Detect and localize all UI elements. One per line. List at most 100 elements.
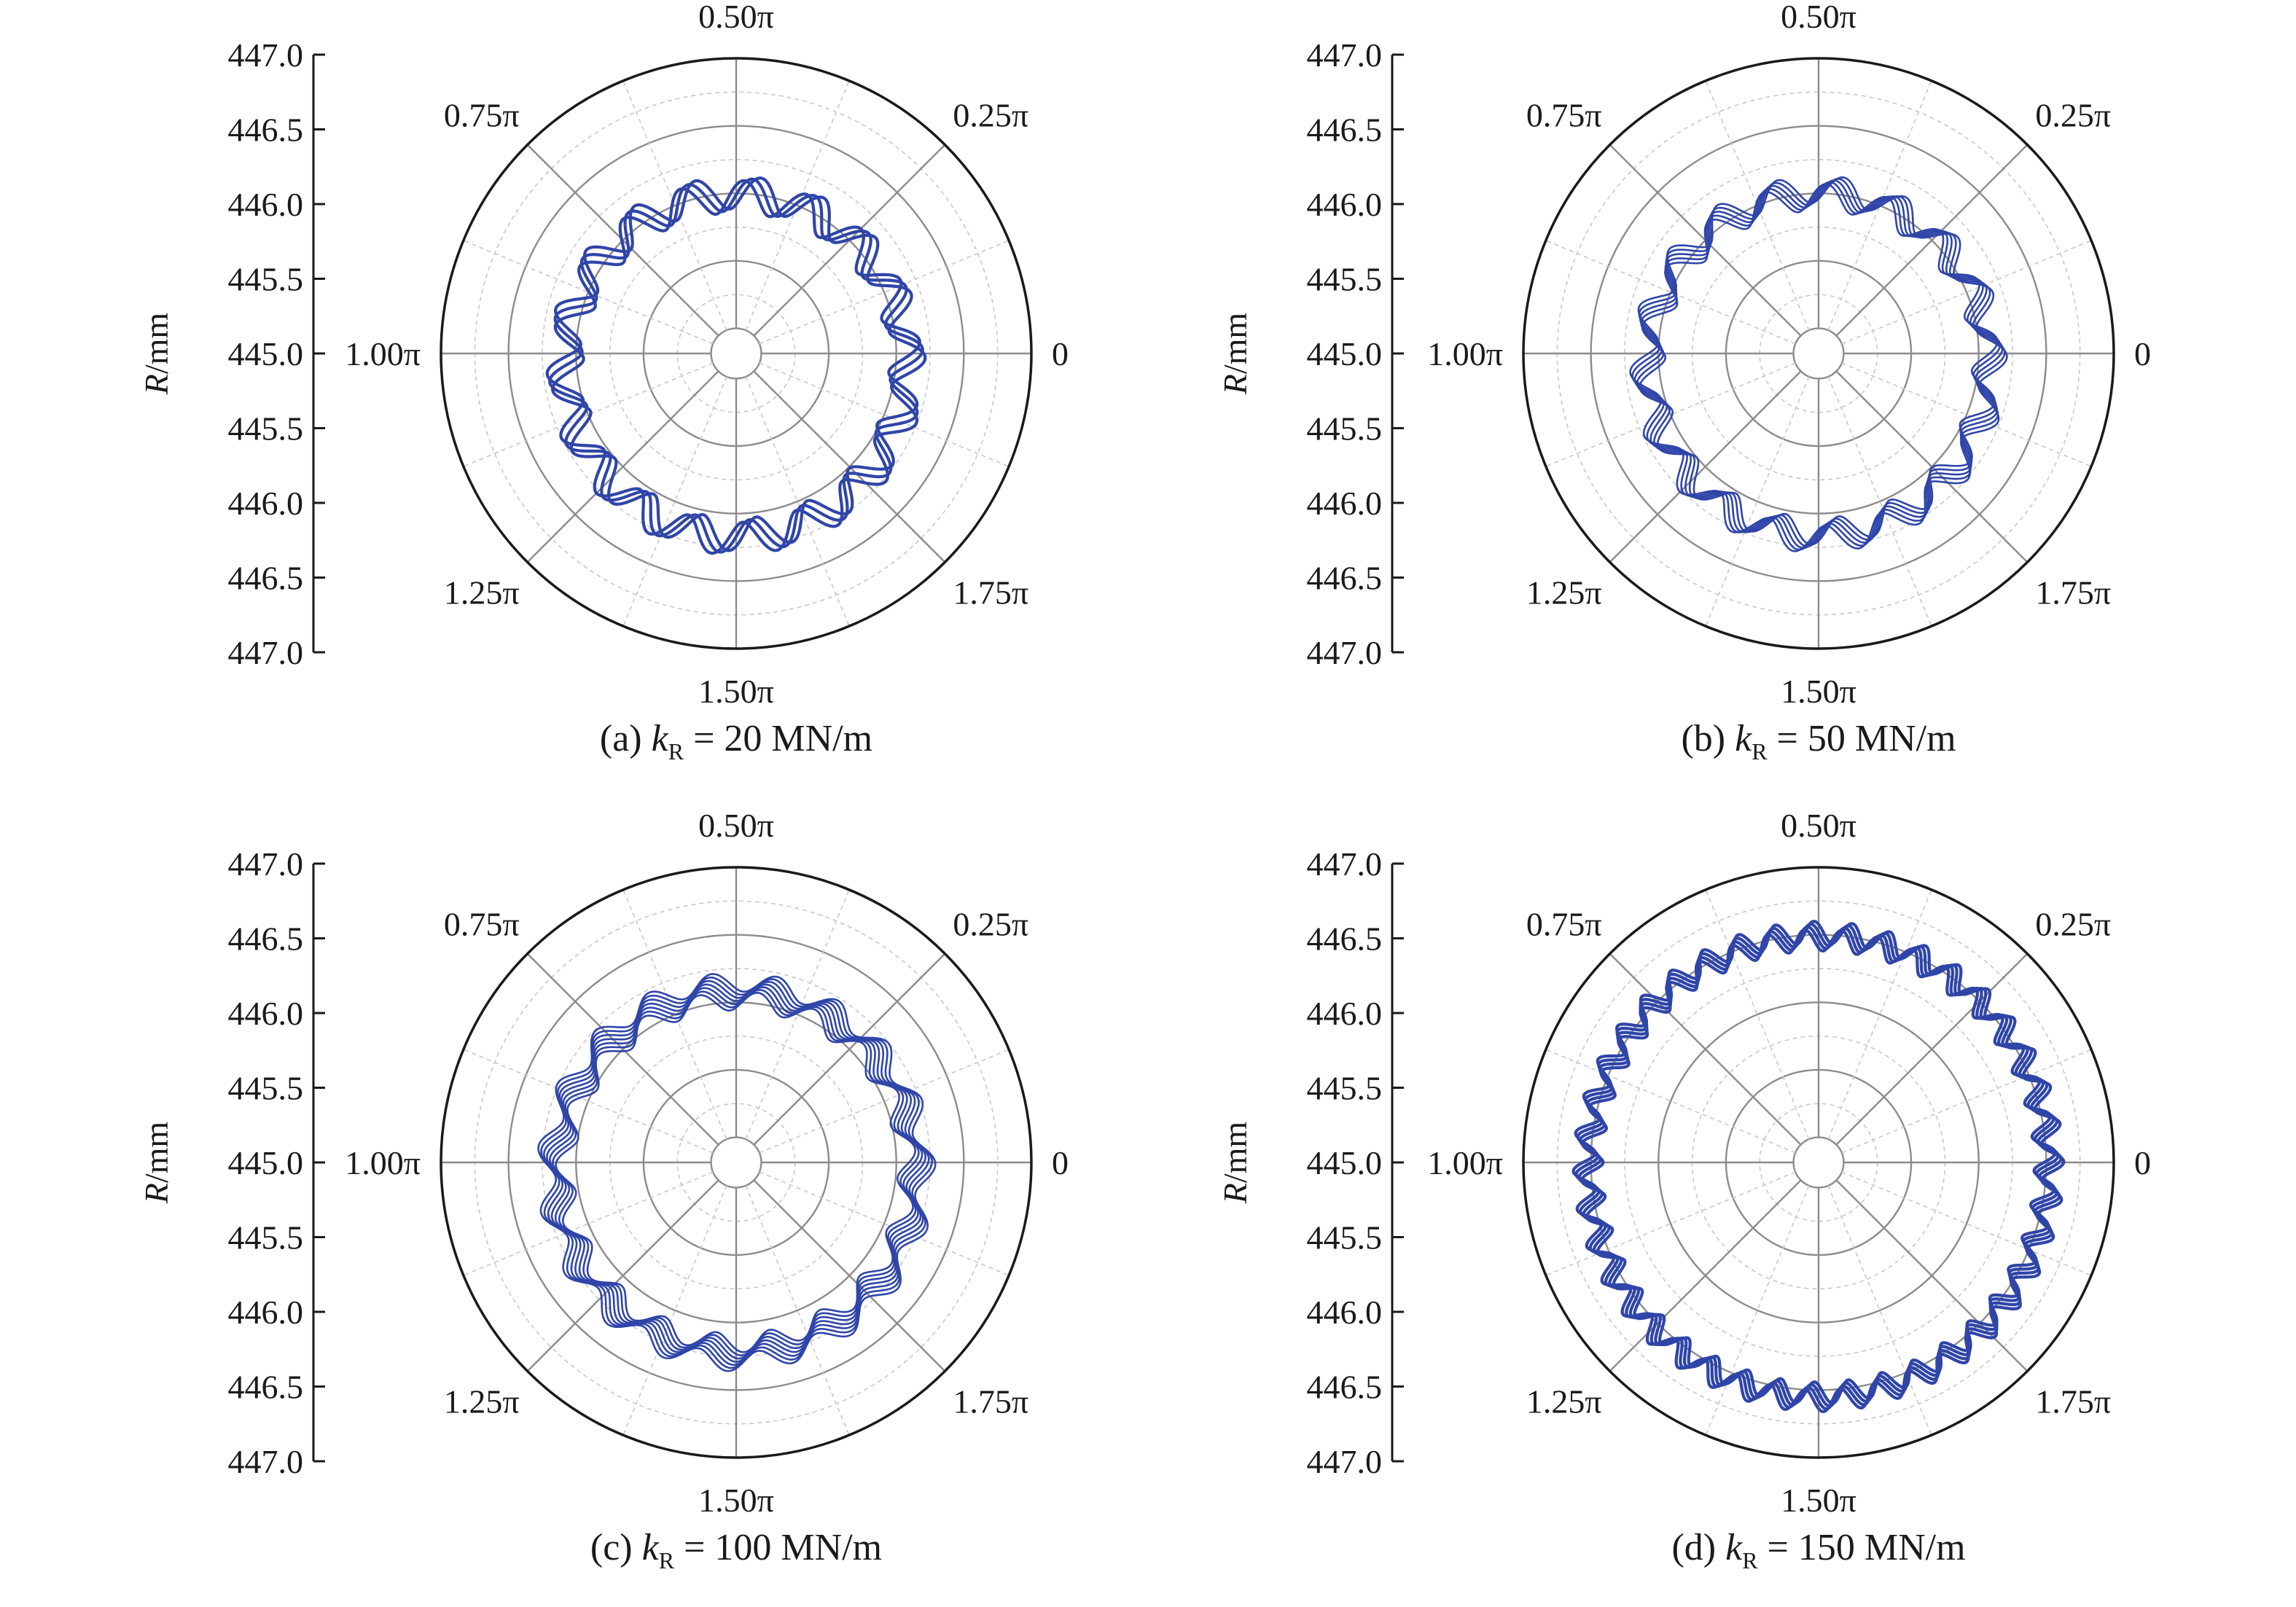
orbit-strand — [1636, 181, 2002, 547]
angle-label: 1.25π — [444, 574, 520, 611]
radial-tick-label: 446.5 — [228, 112, 304, 149]
orbit-strand — [551, 179, 921, 552]
grid-spoke-major — [526, 370, 719, 563]
radial-tick-label: 445.0 — [1307, 1144, 1383, 1181]
radial-tick-label: 445.5 — [228, 1219, 304, 1256]
radial-tick-label: 446.5 — [1307, 920, 1383, 958]
polar-grid — [441, 58, 1031, 649]
radial-tick-label: 447.0 — [1307, 36, 1383, 74]
angle-label: 0.50π — [698, 0, 774, 35]
orbit-trace — [1629, 176, 2008, 552]
grid-spoke-minor — [1545, 240, 1796, 345]
outer-circle — [440, 866, 1033, 1459]
radial-tick-label: 446.5 — [228, 560, 304, 597]
radial-tick-label: 445.5 — [228, 261, 304, 298]
orbit-strand — [545, 176, 927, 555]
panel-c: 0 0.25π 0.50π 0.75π 1.00π 1.25π 1.50π 1.75π 447.… — [138, 807, 1069, 1573]
ylabel-var: R — [1217, 1183, 1254, 1204]
angle-label: 0 — [1052, 1144, 1069, 1181]
grid-spoke-minor — [1841, 1049, 2092, 1154]
caption-sub: R — [1752, 738, 1768, 765]
panel-caption: (b) kR = 50 MN/m — [1681, 718, 1956, 765]
orbit-strand — [548, 177, 924, 554]
grid-spoke-minor — [759, 1049, 1010, 1154]
grid-spoke-minor — [1705, 889, 1810, 1140]
grid-spoke-minor — [463, 362, 714, 467]
radial-tick-label: 447.0 — [228, 1443, 304, 1480]
caption-prefix: (d) — [1671, 1527, 1725, 1568]
grid-spoke-minor — [759, 362, 1010, 467]
radial-axis-label: R/mm — [1217, 313, 1254, 396]
radial-tick-label: 446.5 — [1307, 560, 1383, 597]
grid-spoke-minor — [1827, 80, 1932, 331]
angle-label: 0.50π — [1781, 0, 1856, 35]
grid-spoke-minor — [745, 80, 850, 331]
radial-axis-label: R/mm — [1217, 1122, 1254, 1205]
angle-label: 1.75π — [953, 574, 1028, 611]
radial-tick-label: 445.5 — [1307, 261, 1383, 298]
panel-a: 0 0.25π 0.50π 0.75π 1.00π 1.25π 1.50π 1.75π 447.… — [138, 0, 1069, 765]
radial-tick-label: 446.0 — [1307, 485, 1383, 522]
angle-label: 1.50π — [1781, 673, 1856, 710]
caption-prefix: (b) — [1681, 718, 1735, 759]
polar-grid — [441, 867, 1031, 1458]
panel-caption: (a) kR = 20 MN/m — [600, 718, 872, 765]
grid-circle-major — [710, 1136, 762, 1189]
grid-spoke-minor — [745, 889, 850, 1140]
grid-spoke-minor — [1545, 362, 1796, 467]
radial-tick-label: 446.0 — [228, 485, 304, 522]
caption-k: k — [642, 1527, 660, 1568]
radial-tick-label: 447.0 — [1307, 845, 1383, 883]
radial-tick-label: 445.5 — [1307, 410, 1383, 447]
radial-axis-label: R/mm — [138, 313, 175, 396]
orbit-trace — [545, 176, 927, 555]
radial-tick-label: 447.0 — [228, 634, 304, 671]
ylabel-var: R — [1217, 374, 1254, 395]
radial-axis-label: R/mm — [138, 1122, 175, 1205]
grid-spoke-minor — [745, 1185, 850, 1436]
angle-label: 1.25π — [1526, 1383, 1602, 1420]
panel-b: 0 0.25π 0.50π 0.75π 1.00π 1.25π 1.50π 1.75π 447.… — [1217, 0, 2151, 765]
radial-axis: 447.0 446.5 446.0 445.5 445.0 445.5 446.0 446.5… — [138, 845, 325, 1480]
caption-k: k — [1725, 1527, 1743, 1568]
grid-circle-major — [710, 327, 762, 380]
angle-label: 0.25π — [2035, 97, 2111, 134]
orbit-strand — [1633, 179, 2004, 550]
grid-spoke-major — [526, 1179, 719, 1372]
radial-tick-label: 446.0 — [228, 995, 304, 1032]
grid-spoke-minor — [1841, 1171, 2092, 1276]
grid-spoke-minor — [463, 1171, 714, 1276]
angle-label: 0.25π — [953, 97, 1028, 134]
angle-label: 1.50π — [1781, 1482, 1856, 1519]
radial-tick-label: 446.0 — [1307, 1294, 1383, 1331]
angle-label: 1.50π — [698, 673, 774, 710]
orbit-trace — [537, 973, 937, 1372]
panel-caption: (d) kR = 150 MN/m — [1671, 1527, 1965, 1573]
ylabel-unit: /mm — [1217, 313, 1254, 375]
radial-tick-label: 445.5 — [1307, 1219, 1383, 1256]
radial-tick-label: 446.0 — [1307, 186, 1383, 223]
grid-spoke-minor — [1841, 362, 2092, 467]
angle-label: 0.25π — [2035, 906, 2111, 943]
radial-tick-label: 446.5 — [1307, 1369, 1383, 1406]
caption-k: k — [652, 718, 669, 759]
radial-tick-label: 446.5 — [1307, 112, 1383, 149]
orbit-trace — [1571, 920, 2066, 1414]
caption-rest: = 100 MN/m — [674, 1527, 882, 1568]
angle-label: 0.75π — [444, 97, 520, 134]
caption-sub: R — [1742, 1547, 1758, 1573]
orbit-strand — [537, 973, 937, 1372]
orbit-strand — [540, 976, 934, 1369]
grid-circle-major — [1792, 1136, 1845, 1189]
grid-spoke-major — [1835, 144, 2028, 337]
grid-spoke-minor — [1827, 1185, 1932, 1436]
grid-spoke-major — [1609, 1179, 1802, 1372]
ylabel-var: R — [138, 374, 175, 395]
caption-prefix: (a) — [600, 718, 652, 759]
grid-spoke-minor — [1827, 376, 1932, 627]
radial-tick-label: 446.5 — [228, 920, 304, 958]
caption-sub: R — [668, 738, 684, 765]
caption-prefix: (c) — [590, 1527, 642, 1568]
radial-tick-label: 445.0 — [228, 1144, 304, 1181]
radial-tick-label: 446.0 — [228, 186, 304, 223]
